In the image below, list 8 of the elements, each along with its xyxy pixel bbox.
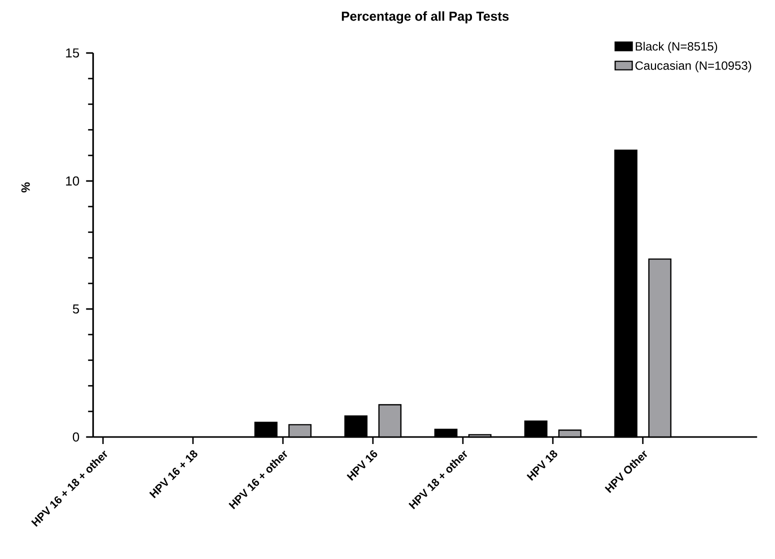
y-tick-label: 5 <box>72 304 80 314</box>
chart-title: Percentage of all Pap Tests <box>342 11 509 24</box>
y-tick-label: 10 <box>66 176 80 186</box>
legend-label: Black (N=8515) <box>636 42 718 54</box>
legend-label: Caucasian (N=10953) <box>635 61 752 72</box>
y-tick-label: 15 <box>66 48 80 58</box>
y-tick-label: 0 <box>72 432 80 442</box>
y-axis-title: % <box>21 182 30 192</box>
